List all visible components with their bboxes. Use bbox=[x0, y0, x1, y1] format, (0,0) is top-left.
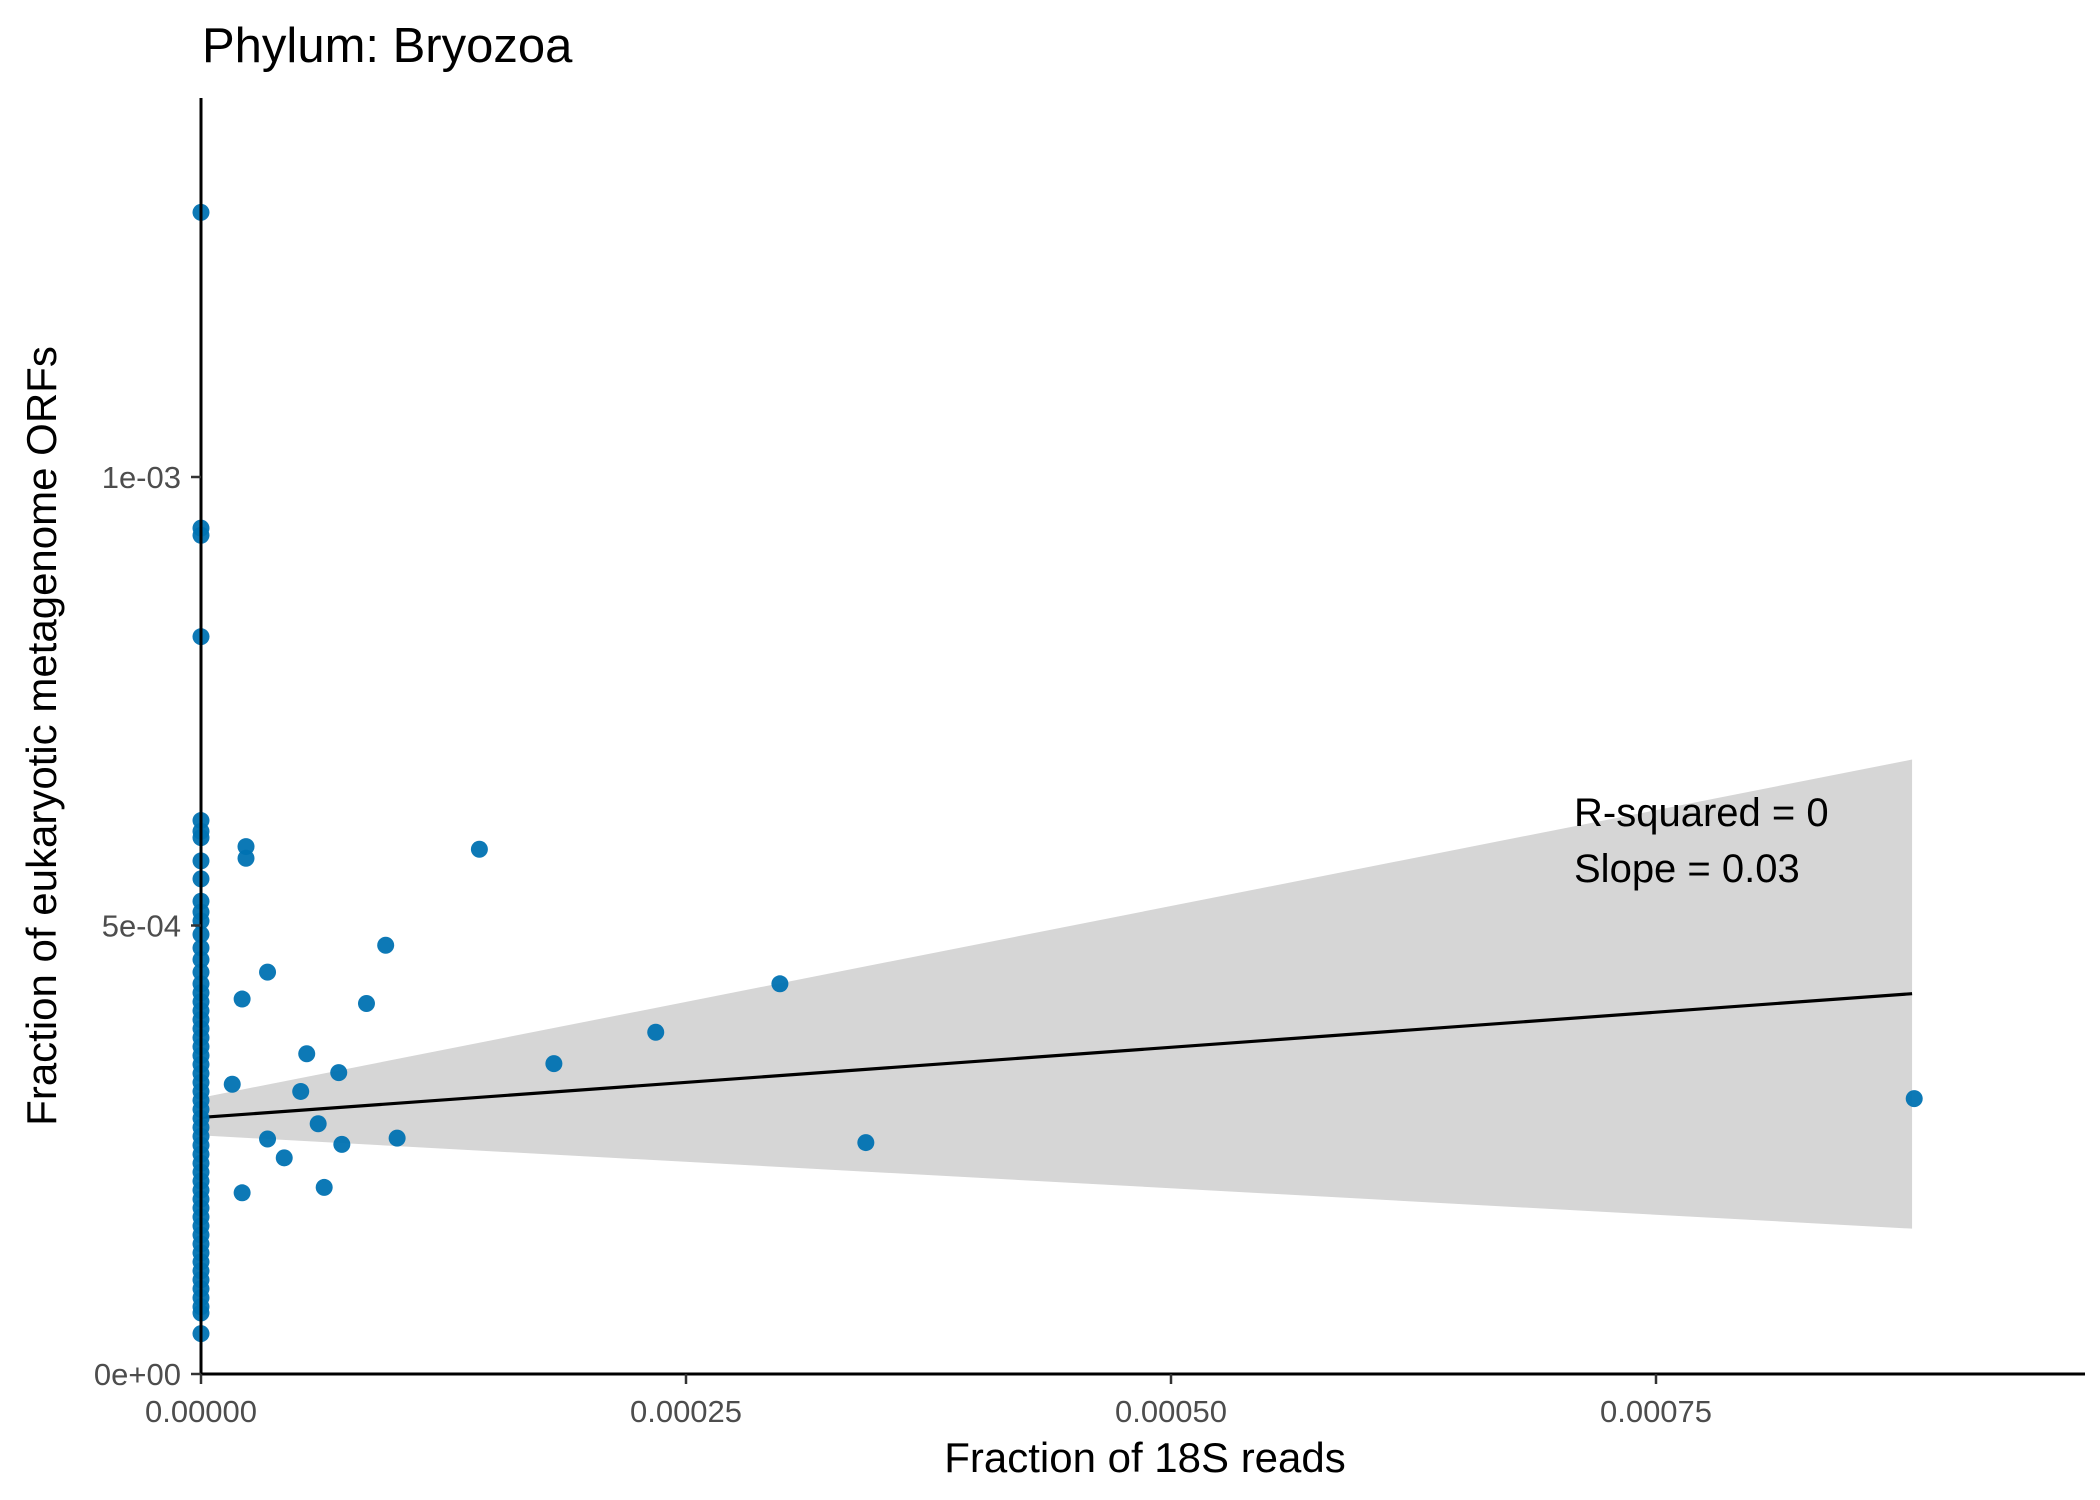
x-tick-label: 0.00050 bbox=[1115, 1394, 1227, 1429]
data-point bbox=[771, 975, 789, 993]
fit-line-layer bbox=[200, 992, 1913, 1120]
data-point bbox=[330, 1064, 348, 1082]
data-point bbox=[357, 995, 375, 1013]
data-point bbox=[1905, 1090, 1923, 1108]
data-point bbox=[377, 936, 395, 954]
chart-title: Phylum: Bryozoa bbox=[202, 19, 573, 73]
data-point bbox=[233, 1184, 251, 1202]
x-tick-label: 0.00000 bbox=[145, 1394, 257, 1429]
confidence-band bbox=[201, 759, 1913, 1229]
data-point bbox=[545, 1055, 563, 1073]
data-point bbox=[275, 1149, 293, 1167]
data-point bbox=[309, 1115, 327, 1133]
regression-line bbox=[200, 992, 1913, 1120]
annotation-slope: Slope = 0.03 bbox=[1574, 847, 1800, 891]
y-tick-label: 0e+00 bbox=[94, 1357, 181, 1392]
data-point bbox=[233, 990, 251, 1008]
data-point bbox=[259, 1130, 277, 1148]
y-axis-title: Fraction of eukaryotic metagenome ORFs bbox=[18, 346, 65, 1126]
y-ticks: 0e+00 5e-04 1e-03 bbox=[94, 460, 201, 1392]
data-point bbox=[292, 1082, 310, 1100]
data-point bbox=[857, 1134, 875, 1152]
x-tick-label: 0.00025 bbox=[630, 1394, 742, 1429]
data-point bbox=[315, 1178, 333, 1196]
data-point bbox=[647, 1023, 665, 1041]
annotation-r-squared: R-squared = 0 bbox=[1574, 791, 1829, 835]
data-point bbox=[259, 963, 277, 981]
x-tick-label: 0.00075 bbox=[1600, 1394, 1712, 1429]
data-point bbox=[237, 838, 255, 856]
x-ticks: 0.00000 0.00025 0.00050 0.00075 bbox=[145, 1374, 1712, 1429]
y-tick-label: 5e-04 bbox=[102, 909, 181, 944]
data-point bbox=[298, 1045, 316, 1063]
data-point bbox=[223, 1075, 241, 1093]
data-point bbox=[333, 1135, 351, 1153]
confidence-band-layer bbox=[201, 759, 1913, 1229]
data-point bbox=[237, 849, 255, 867]
data-point bbox=[388, 1129, 406, 1147]
data-point bbox=[470, 840, 488, 858]
x-axis-title: Fraction of 18S reads bbox=[944, 1434, 1346, 1481]
y-tick-label: 1e-03 bbox=[102, 460, 181, 495]
